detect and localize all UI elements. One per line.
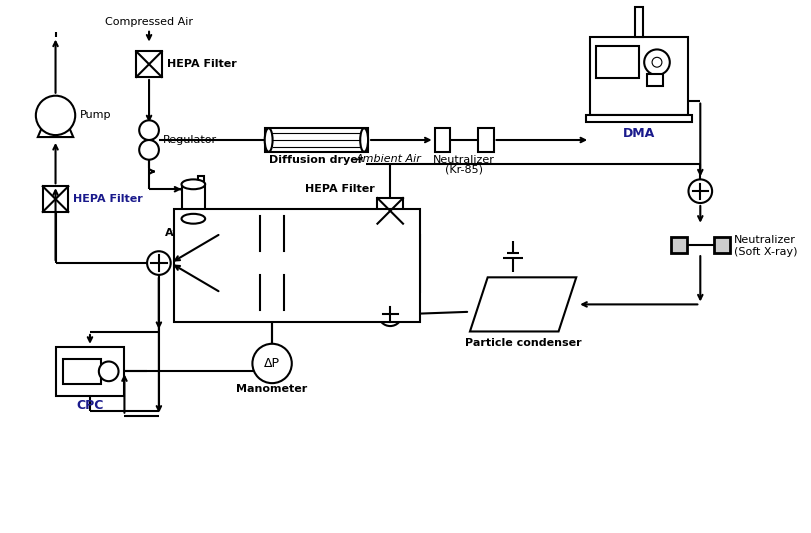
Ellipse shape	[182, 180, 205, 189]
Bar	[671, 238, 687, 253]
Bar	[590, 37, 689, 116]
Polygon shape	[221, 216, 324, 251]
Bar	[174, 209, 420, 322]
Text: Diffusion dryer: Diffusion dryer	[269, 155, 363, 165]
Text: Ambient Air: Ambient Air	[356, 154, 422, 164]
Circle shape	[252, 344, 292, 383]
Bar	[377, 198, 403, 224]
Bar	[714, 238, 730, 253]
Bar	[647, 74, 663, 86]
Circle shape	[652, 58, 662, 67]
Bar	[435, 128, 450, 152]
Bar	[136, 51, 162, 77]
Text: Blank: Blank	[255, 250, 290, 260]
Circle shape	[147, 251, 170, 275]
Text: Atomizer: Atomizer	[165, 228, 221, 238]
Text: Pump: Pump	[80, 110, 112, 120]
Bar	[182, 184, 205, 219]
Text: Test Filter: Test Filter	[241, 309, 303, 319]
Text: DMA: DMA	[623, 127, 655, 140]
Bar	[596, 46, 639, 78]
Text: HEPA Filter: HEPA Filter	[305, 184, 375, 194]
Bar	[635, 7, 643, 37]
Bar	[198, 176, 204, 184]
Polygon shape	[38, 123, 73, 137]
Bar	[63, 359, 101, 384]
Text: Manometer: Manometer	[237, 384, 307, 394]
Circle shape	[139, 140, 159, 160]
Circle shape	[689, 180, 712, 203]
Text: HEPA Filter: HEPA Filter	[167, 59, 237, 69]
Bar	[55, 347, 124, 396]
Ellipse shape	[360, 128, 368, 152]
Ellipse shape	[182, 214, 205, 224]
Ellipse shape	[264, 128, 272, 152]
Circle shape	[644, 50, 670, 75]
Polygon shape	[221, 275, 324, 310]
Text: ΔP: ΔP	[264, 357, 280, 370]
Text: (Soft X-ray): (Soft X-ray)	[734, 247, 797, 257]
Text: Compressed Air: Compressed Air	[105, 17, 193, 27]
Bar	[478, 128, 494, 152]
Bar	[264, 128, 368, 152]
Circle shape	[99, 361, 118, 381]
Text: Neutralizer: Neutralizer	[734, 236, 796, 245]
Polygon shape	[470, 277, 577, 332]
Text: Regulator: Regulator	[163, 135, 217, 145]
Text: Particle condenser: Particle condenser	[465, 338, 581, 348]
Bar	[586, 116, 693, 122]
Text: Neutralizer: Neutralizer	[433, 155, 495, 165]
Text: (Kr-85): (Kr-85)	[445, 165, 483, 174]
Bar	[43, 186, 68, 212]
Circle shape	[379, 302, 402, 326]
Circle shape	[36, 96, 75, 135]
Text: CPC: CPC	[76, 399, 104, 413]
Circle shape	[139, 120, 159, 140]
Text: HEPA Filter: HEPA Filter	[73, 194, 143, 204]
